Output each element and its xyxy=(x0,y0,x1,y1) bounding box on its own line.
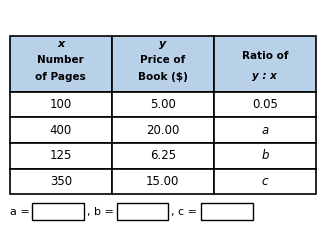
Text: b =: b = xyxy=(94,207,117,217)
Bar xyxy=(10,143,112,169)
Text: 6.25: 6.25 xyxy=(150,150,176,162)
Text: c: c xyxy=(261,175,268,188)
Text: Book ($): Book ($) xyxy=(138,73,188,82)
Text: b: b xyxy=(261,150,269,162)
Bar xyxy=(214,117,316,143)
Bar xyxy=(214,35,316,92)
Text: Price of: Price of xyxy=(140,55,185,65)
Text: 20.00: 20.00 xyxy=(146,124,179,137)
Bar xyxy=(201,203,253,220)
Bar xyxy=(112,117,214,143)
Text: Ratio of: Ratio of xyxy=(242,51,288,61)
Text: ,: , xyxy=(86,207,89,217)
Bar xyxy=(10,169,112,194)
Bar xyxy=(112,143,214,169)
Text: Number: Number xyxy=(37,55,84,65)
Text: 15.00: 15.00 xyxy=(146,175,179,188)
Text: 400: 400 xyxy=(50,124,72,137)
Text: x: x xyxy=(57,39,64,49)
Text: y: y xyxy=(159,39,167,49)
Text: of Pages: of Pages xyxy=(35,73,86,82)
Text: ,: , xyxy=(170,207,174,217)
Bar xyxy=(117,203,168,220)
Text: 125: 125 xyxy=(50,150,72,162)
Bar xyxy=(112,169,214,194)
Bar xyxy=(32,203,84,220)
Text: a: a xyxy=(261,124,269,137)
Text: 5.00: 5.00 xyxy=(150,98,176,111)
Bar xyxy=(112,92,214,117)
Bar xyxy=(112,35,214,92)
Text: 0.05: 0.05 xyxy=(252,98,278,111)
Text: c =: c = xyxy=(178,207,201,217)
Text: a =: a = xyxy=(10,207,33,217)
Text: y : x: y : x xyxy=(252,71,277,81)
Text: 350: 350 xyxy=(50,175,72,188)
Bar xyxy=(214,92,316,117)
Bar xyxy=(214,143,316,169)
Text: 100: 100 xyxy=(50,98,72,111)
Bar xyxy=(214,169,316,194)
Bar xyxy=(10,117,112,143)
Bar xyxy=(10,92,112,117)
Bar xyxy=(10,35,112,92)
